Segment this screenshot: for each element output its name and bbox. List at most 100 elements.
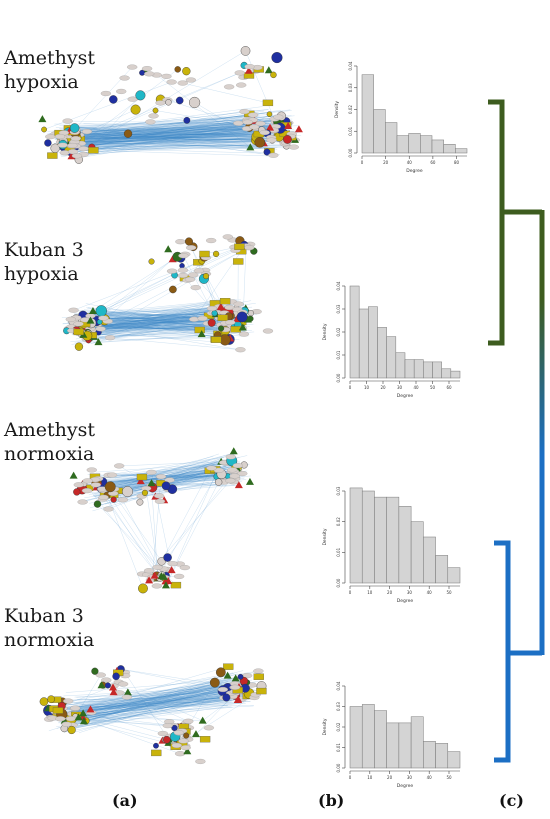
node-gene	[262, 328, 274, 334]
node-triangle	[191, 730, 200, 738]
edge-line	[75, 115, 274, 145]
edge-line	[54, 114, 257, 140]
edge-line	[73, 136, 285, 139]
edge-line	[61, 110, 265, 139]
edge-line	[69, 130, 251, 137]
edge-line	[119, 465, 152, 486]
edge-line	[67, 130, 271, 139]
edge-line	[69, 137, 258, 141]
node-gene	[225, 478, 236, 484]
edge-line	[80, 69, 178, 144]
hist-bar	[410, 521, 424, 584]
edge-line	[61, 683, 236, 707]
edge-line	[103, 452, 235, 491]
edge-line	[62, 133, 267, 148]
edge-line	[55, 135, 288, 140]
edge-line	[111, 461, 238, 484]
edge-line	[75, 703, 242, 708]
edge-line	[66, 137, 263, 151]
edge-line	[79, 684, 218, 708]
node-gene	[143, 568, 155, 574]
hist-bar	[447, 567, 461, 584]
hist-bar	[373, 109, 386, 154]
edge-line	[94, 463, 250, 490]
edge-line	[62, 106, 263, 134]
edge-line	[85, 685, 241, 709]
node-gene	[185, 77, 197, 83]
node-gene	[195, 758, 206, 765]
node-gene	[266, 137, 277, 143]
node-triangle	[198, 716, 207, 724]
hist-bar	[398, 722, 412, 769]
x-axis-label: Degree	[397, 393, 414, 399]
edge-line	[73, 694, 243, 724]
node-gene	[61, 721, 72, 727]
hist-bar	[349, 285, 360, 379]
edge-line	[63, 116, 243, 139]
edge-line	[66, 120, 264, 143]
edge-line	[70, 116, 260, 139]
y-tick-label: 0.02	[336, 722, 341, 731]
edge-line	[98, 462, 241, 479]
hist-bar	[385, 122, 398, 154]
edge-line	[85, 324, 209, 327]
node-triangle	[284, 122, 293, 130]
edge-line	[79, 72, 240, 140]
hist-bar	[455, 148, 468, 154]
hist-bar	[450, 370, 461, 379]
edge-line	[64, 137, 280, 148]
node-hub	[183, 732, 190, 739]
edge-line	[85, 327, 238, 331]
edge-line	[105, 459, 228, 480]
edge-line	[62, 694, 225, 708]
edge-line	[55, 697, 225, 711]
node-gene	[127, 64, 138, 70]
node-hub	[202, 273, 210, 280]
node-gene	[90, 482, 102, 488]
edge-line	[114, 462, 228, 478]
x-tick-label: 30	[407, 590, 413, 595]
edge-line	[70, 694, 253, 730]
node-box	[262, 99, 274, 107]
node-gene	[104, 335, 116, 341]
edge-line	[81, 319, 218, 334]
x-tick-label: 10	[364, 385, 370, 390]
edge-line	[69, 146, 270, 150]
network-1	[61, 234, 274, 353]
node-gene	[146, 469, 157, 475]
edge-line	[104, 456, 214, 485]
edge-line	[72, 115, 247, 135]
edge-line	[83, 135, 279, 142]
edge-line	[68, 680, 239, 727]
edge-line	[59, 114, 268, 129]
edge-line	[72, 129, 266, 143]
edge-line	[71, 699, 240, 718]
edge-line	[68, 120, 252, 141]
node-gene	[55, 716, 66, 722]
node-gene	[179, 565, 191, 571]
edge-line	[91, 307, 224, 330]
node-triangle	[69, 471, 78, 479]
node-hub	[283, 135, 292, 144]
edge-line	[60, 109, 269, 133]
edge-line	[62, 687, 235, 709]
node-gene	[177, 80, 188, 86]
node-hub	[211, 310, 218, 317]
edge-line	[60, 690, 237, 702]
degree-histogram-kuban3-hypoxia: 0.00 0.01 0.02 0.03 0.04 0 10 20 30 40 50 60 Degree D…	[322, 281, 461, 399]
edge-line	[67, 681, 242, 721]
edge-line	[59, 139, 256, 142]
node-gene	[237, 470, 248, 477]
degree-histogram-amethyst-normoxia: 0.00 0.01 0.02 0.03 0 10 20 30 40 50 Degree Density	[322, 486, 461, 604]
hist-bar	[358, 308, 369, 379]
edge-line	[71, 308, 229, 317]
hist-bar	[398, 506, 412, 584]
edge-line	[87, 686, 235, 717]
node-gene	[154, 498, 166, 504]
edge-line	[74, 128, 272, 143]
panel-label-b: (b)	[318, 791, 345, 810]
edge-line	[63, 700, 232, 733]
condition-line1: Amethyst	[4, 47, 95, 69]
x-tick-label: 40	[413, 385, 419, 390]
edge-line	[68, 128, 262, 137]
